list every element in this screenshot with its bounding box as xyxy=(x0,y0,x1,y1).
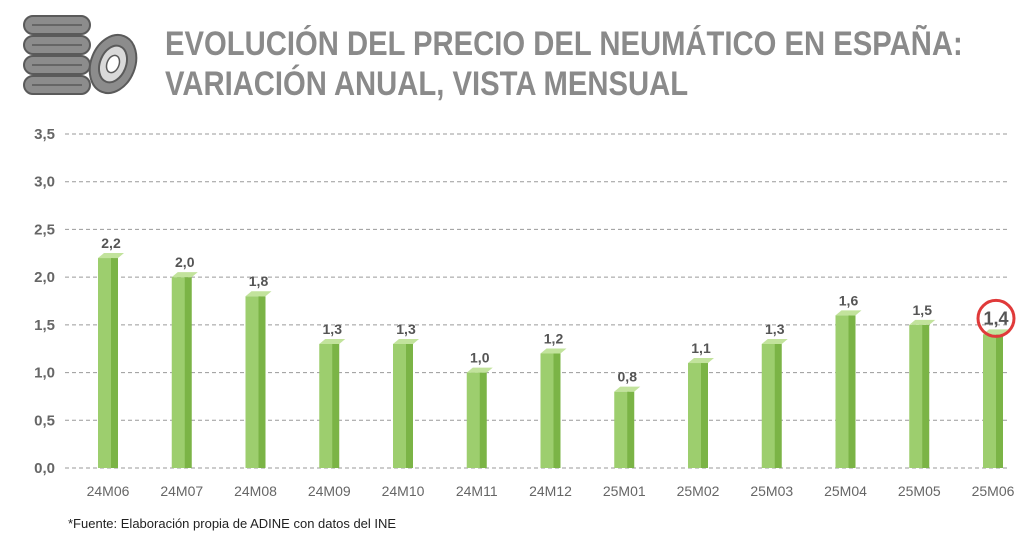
bar-top xyxy=(688,358,714,364)
bar-side xyxy=(627,391,635,468)
bar-side xyxy=(332,343,340,468)
y-tick-label: 0,0 xyxy=(34,460,55,477)
y-tick-label: 1,0 xyxy=(34,365,55,382)
x-tick-label: 24M06 xyxy=(87,483,130,499)
data-label: 1,0 xyxy=(470,350,490,366)
y-tick-label: 0,5 xyxy=(34,412,55,429)
bar xyxy=(983,334,998,468)
x-tick-label: 25M01 xyxy=(603,483,646,499)
bar xyxy=(245,296,261,468)
bar-side xyxy=(922,324,930,468)
bar-top xyxy=(319,338,346,344)
bar-top xyxy=(245,291,272,297)
x-tick-label: 24M09 xyxy=(308,483,351,499)
title-line-2: VARIACIÓN ANUAL, VISTA MENSUAL xyxy=(165,65,689,103)
bar xyxy=(761,343,777,468)
data-label: 1,3 xyxy=(396,321,416,337)
x-tick-label: 25M02 xyxy=(677,483,720,499)
bar-top xyxy=(614,386,641,392)
data-label: 0,8 xyxy=(618,369,638,385)
bar-side xyxy=(848,315,856,468)
bar-top xyxy=(835,310,862,316)
highlight-circle xyxy=(976,298,1016,338)
data-label: 1,6 xyxy=(839,292,859,308)
bar-side xyxy=(184,277,192,468)
y-tick-label: 2,5 xyxy=(34,221,55,238)
bar-side xyxy=(774,343,782,468)
y-tick-label: 2,0 xyxy=(34,269,55,286)
bar-side xyxy=(258,296,266,468)
data-label: 1,1 xyxy=(691,340,711,356)
bar-side xyxy=(479,372,487,468)
x-tick-label: 25M05 xyxy=(898,483,941,499)
x-tick-label: 25M04 xyxy=(824,483,867,499)
bar xyxy=(540,353,556,468)
page-title: EVOLUCIÓN DEL PRECIO DEL NEUMÁTICO EN ES… xyxy=(165,24,963,104)
bar-side xyxy=(406,343,413,468)
data-label: 2,0 xyxy=(175,254,195,270)
bar xyxy=(171,277,187,468)
bar-top xyxy=(540,348,567,354)
data-label: 1,3 xyxy=(323,321,343,337)
x-tick-label: 25M06 xyxy=(972,483,1015,499)
bar-top xyxy=(171,272,198,278)
x-tick-label: 24M11 xyxy=(456,483,498,499)
x-tick-label: 24M10 xyxy=(382,483,425,499)
x-tick-label: 24M08 xyxy=(234,483,277,499)
bar-side xyxy=(701,363,708,468)
data-label: 1,3 xyxy=(765,321,785,337)
bar-top xyxy=(98,253,124,259)
bar-top xyxy=(466,367,493,373)
x-tick-label: 24M07 xyxy=(160,483,203,499)
bar xyxy=(466,372,482,468)
title-line-1: EVOLUCIÓN DEL PRECIO DEL NEUMÁTICO EN ES… xyxy=(165,25,963,63)
bar-side xyxy=(996,334,1003,468)
y-tick-label: 1,5 xyxy=(34,317,55,334)
bar-top xyxy=(909,319,936,325)
bar-top xyxy=(983,329,1009,335)
bar xyxy=(614,391,630,468)
x-tick-label: 24M12 xyxy=(529,483,572,499)
tire-stack-icon xyxy=(23,15,138,95)
bar xyxy=(835,315,851,468)
data-label: 1,8 xyxy=(249,273,269,289)
bar-side xyxy=(553,353,561,468)
bar xyxy=(909,324,925,468)
data-label: 2,2 xyxy=(101,235,121,251)
bar-side xyxy=(111,258,118,468)
bar xyxy=(98,258,113,468)
bar xyxy=(319,343,335,468)
data-label: 1,2 xyxy=(544,330,564,346)
bar xyxy=(688,363,703,468)
source-footnote: *Fuente: Elaboración propia de ADINE con… xyxy=(68,516,397,531)
data-label: 1,4 xyxy=(983,308,1008,328)
bar xyxy=(393,343,408,468)
y-tick-label: 3,5 xyxy=(34,126,55,143)
data-label: 1,5 xyxy=(913,302,933,318)
x-tick-label: 25M03 xyxy=(750,483,793,499)
bar-top xyxy=(393,338,419,344)
y-tick-label: 3,0 xyxy=(34,174,55,191)
bar-top xyxy=(761,338,788,344)
